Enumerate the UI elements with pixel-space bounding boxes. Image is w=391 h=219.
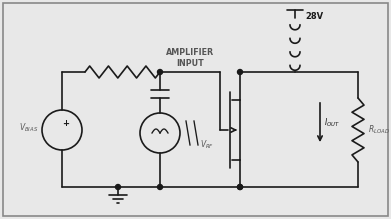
Text: 28V: 28V [305, 12, 323, 21]
Circle shape [237, 184, 242, 189]
Text: +: + [63, 120, 70, 129]
Text: $V_{BIAS}$: $V_{BIAS}$ [19, 122, 38, 134]
Circle shape [158, 69, 163, 74]
Circle shape [237, 69, 242, 74]
Circle shape [158, 184, 163, 189]
Text: AMPLIFIER
INPUT: AMPLIFIER INPUT [166, 48, 214, 68]
Circle shape [237, 184, 242, 189]
Circle shape [115, 184, 120, 189]
Text: $R_{LOAD}$: $R_{LOAD}$ [368, 124, 390, 136]
Text: $I_{OUT}$: $I_{OUT}$ [324, 116, 340, 129]
Text: $V_{RF}$: $V_{RF}$ [200, 139, 214, 151]
